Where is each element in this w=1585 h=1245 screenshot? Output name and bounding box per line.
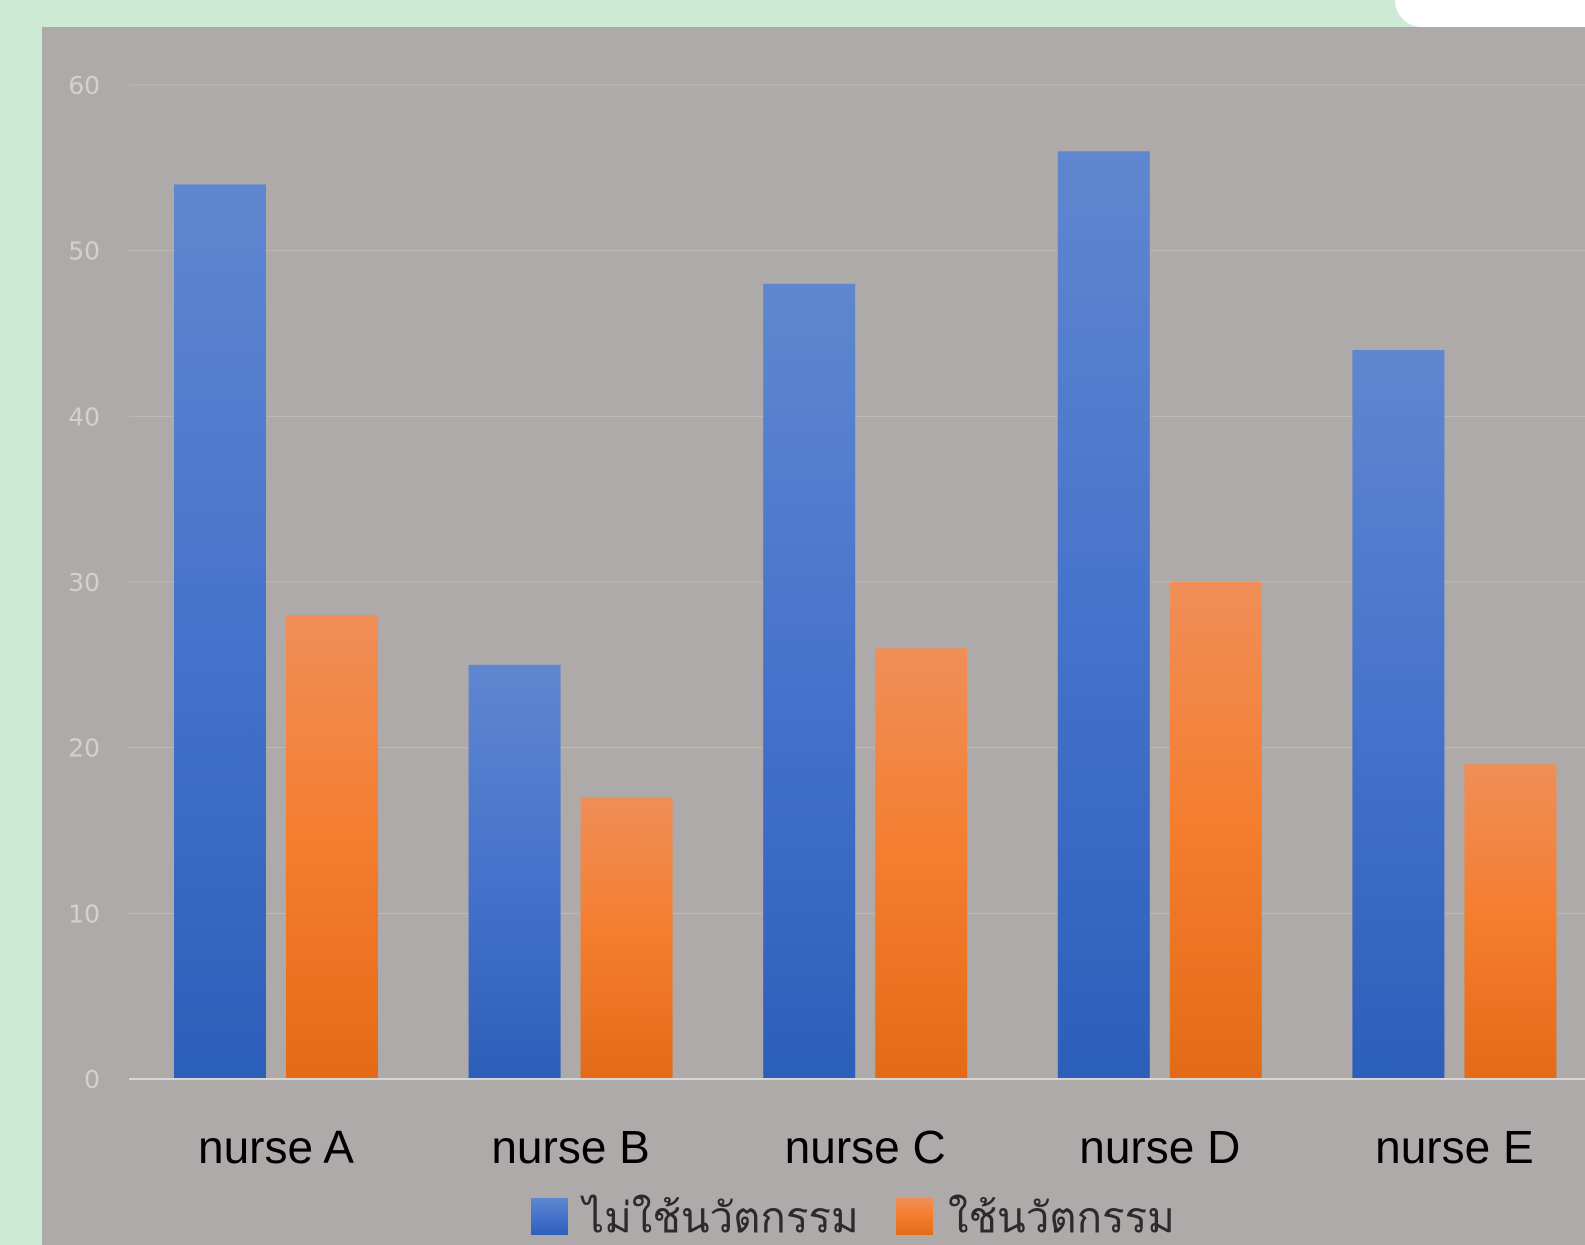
bar-series-2-nurse-e	[1464, 764, 1557, 1079]
bar-series-2-nurse-d	[1169, 582, 1262, 1079]
x-tick-label: nurse A	[198, 1121, 354, 1173]
legend-swatch-series-1	[531, 1198, 568, 1235]
bars	[174, 151, 1557, 1080]
legend: ไม่ใช้นวัตกรรม ใช้นวัตกรรม	[531, 1193, 1175, 1242]
x-tick-label: nurse C	[785, 1121, 946, 1173]
y-tick-label: 0	[84, 1065, 100, 1094]
bar-series-1-nurse-a	[174, 184, 266, 1079]
bar-series-1-nurse-e	[1352, 350, 1445, 1080]
bar-series-1-nurse-c	[763, 283, 856, 1079]
bar-series-2-nurse-a	[286, 615, 378, 1079]
x-tick-label: nurse E	[1375, 1121, 1534, 1173]
y-tick-label: 20	[68, 734, 100, 763]
x-tick-label: nurse B	[491, 1121, 650, 1173]
bar-series-2-nurse-b	[580, 797, 673, 1079]
bar-series-2-nurse-c	[875, 648, 968, 1079]
x-axis-tick-labels: nurse A nurse B nurse C nurse D nurse E	[198, 1121, 1534, 1173]
legend-label-series-1: ไม่ใช้นวัตกรรม	[580, 1193, 859, 1242]
bar-series-1-nurse-b	[468, 664, 561, 1079]
bar-series-1-nurse-d	[1057, 151, 1150, 1079]
y-tick-label: 40	[68, 402, 100, 431]
legend-label-series-2: ใช้นวัตกรรม	[948, 1193, 1175, 1242]
legend-swatch-series-2	[896, 1198, 933, 1235]
y-tick-label: 10	[68, 899, 100, 928]
x-tick-label: nurse D	[1079, 1121, 1240, 1173]
y-tick-label: 30	[68, 568, 100, 597]
background-corner	[1395, 0, 1585, 27]
y-axis-tick-labels: 0 10 20 30 40 50 60	[68, 71, 100, 1094]
y-tick-label: 60	[68, 71, 100, 100]
y-tick-label: 50	[68, 237, 100, 266]
